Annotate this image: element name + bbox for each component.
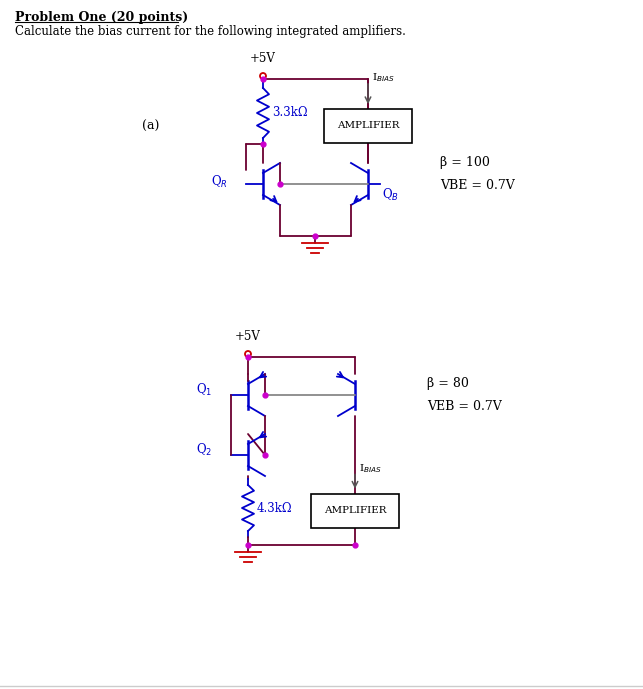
Text: Q$_B$: Q$_B$ [382,187,399,203]
Text: AMPLIFIER: AMPLIFIER [323,506,386,515]
Text: Q$_1$: Q$_1$ [196,382,212,398]
Text: I$_{BIAS}$: I$_{BIAS}$ [359,462,382,475]
Bar [311,493,399,528]
Text: Problem One (20 points): Problem One (20 points) [15,11,188,24]
Text: +5V: +5V [235,330,261,343]
Text: Calculate the bias current for the following integrated amplifiers.: Calculate the bias current for the follo… [15,25,406,38]
Text: VBE = 0.7V: VBE = 0.7V [440,179,515,192]
Bar [324,109,412,143]
Text: I$_{BIAS}$: I$_{BIAS}$ [372,72,395,84]
Text: VEB = 0.7V: VEB = 0.7V [427,400,502,413]
Text: Q$_R$: Q$_R$ [211,174,228,190]
Text: β = 100: β = 100 [440,156,490,169]
Text: (a): (a) [142,119,159,132]
Text: +5V: +5V [250,52,276,65]
Text: β = 80: β = 80 [427,377,469,390]
Text: 4.3kΩ: 4.3kΩ [257,502,293,515]
Text: 3.3kΩ: 3.3kΩ [272,107,307,119]
Text: AMPLIFIER: AMPLIFIER [337,121,399,130]
Text: Q$_2$: Q$_2$ [196,442,212,458]
